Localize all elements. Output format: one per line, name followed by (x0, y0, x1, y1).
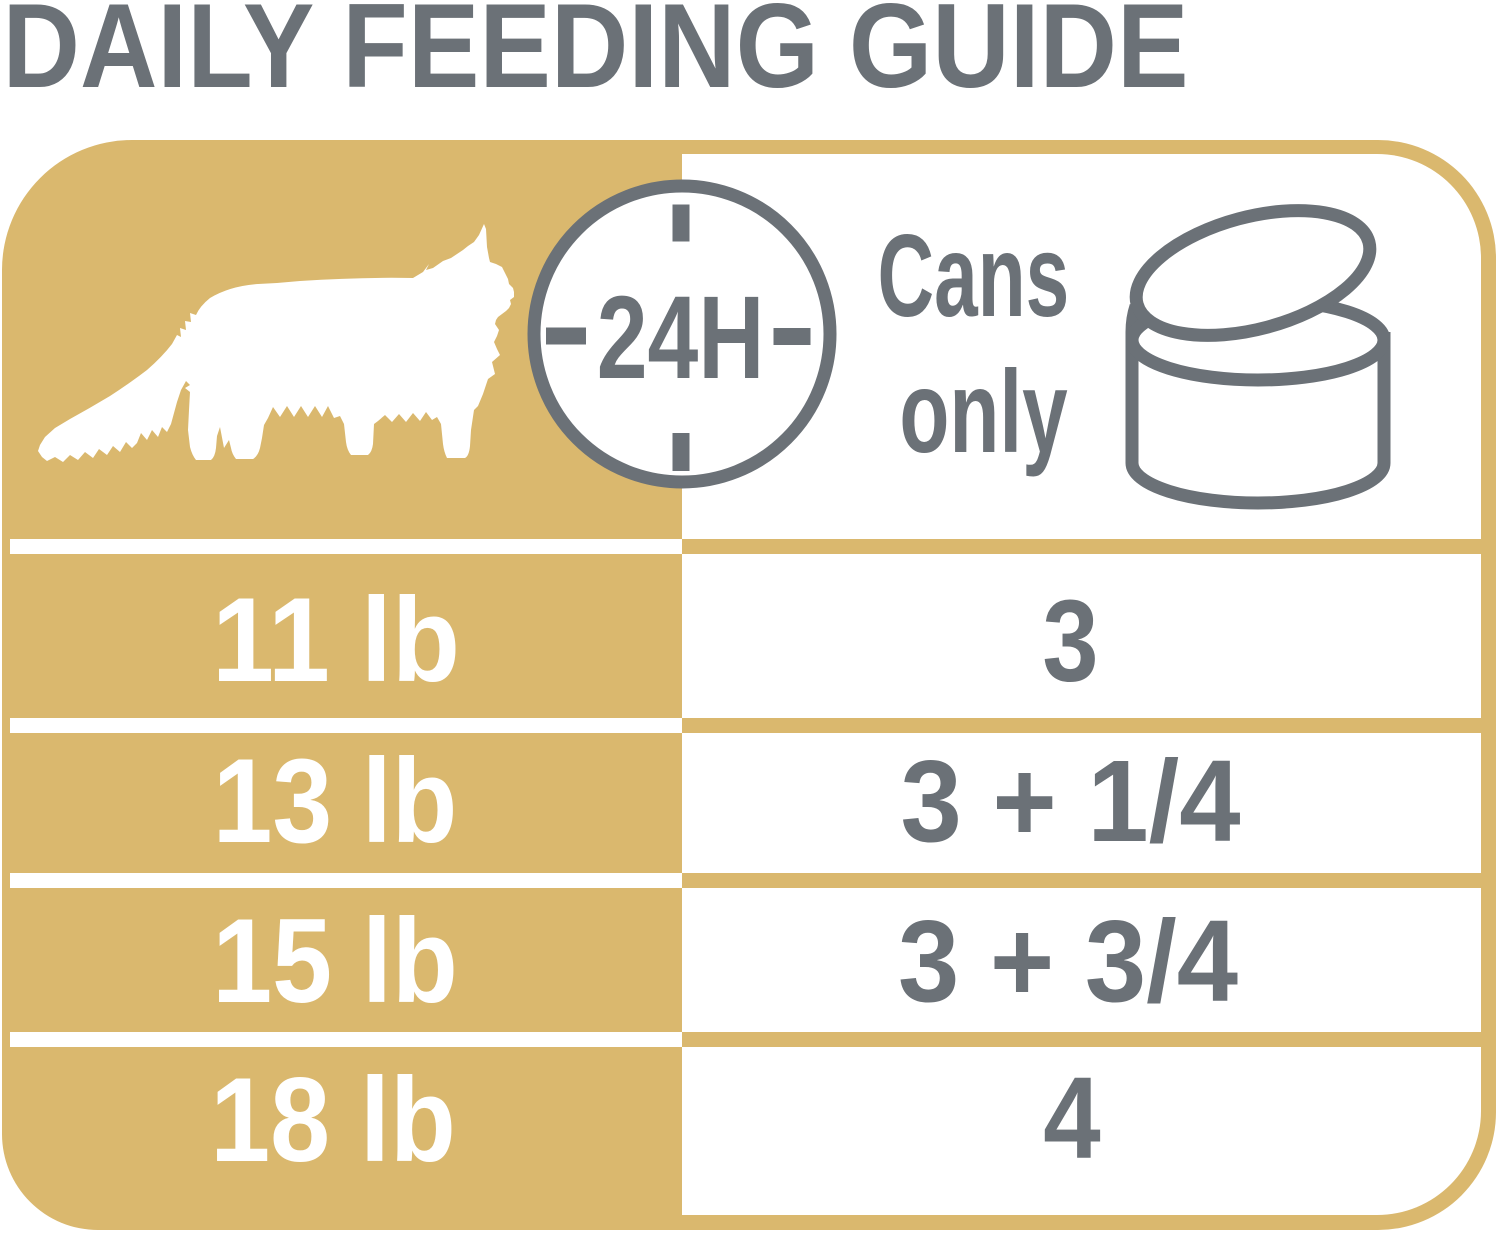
svg-text:11 lb: 11 lb (212, 572, 460, 707)
svg-text:3 + 3/4: 3 + 3/4 (898, 896, 1238, 1025)
svg-text:4: 4 (1043, 1054, 1100, 1183)
svg-text:only: only (899, 348, 1067, 478)
svg-text:13 lb: 13 lb (213, 734, 457, 868)
svg-text:18 lb: 18 lb (210, 1054, 456, 1188)
svg-text:24H: 24H (597, 272, 765, 404)
svg-text:15 lb: 15 lb (212, 895, 458, 1029)
svg-text:DAILY FEEDING GUIDE: DAILY FEEDING GUIDE (3, 0, 1189, 113)
svg-text:Cans: Cans (878, 211, 1070, 341)
svg-text:3: 3 (1042, 577, 1098, 706)
svg-text:3 + 1/4: 3 + 1/4 (900, 736, 1240, 865)
